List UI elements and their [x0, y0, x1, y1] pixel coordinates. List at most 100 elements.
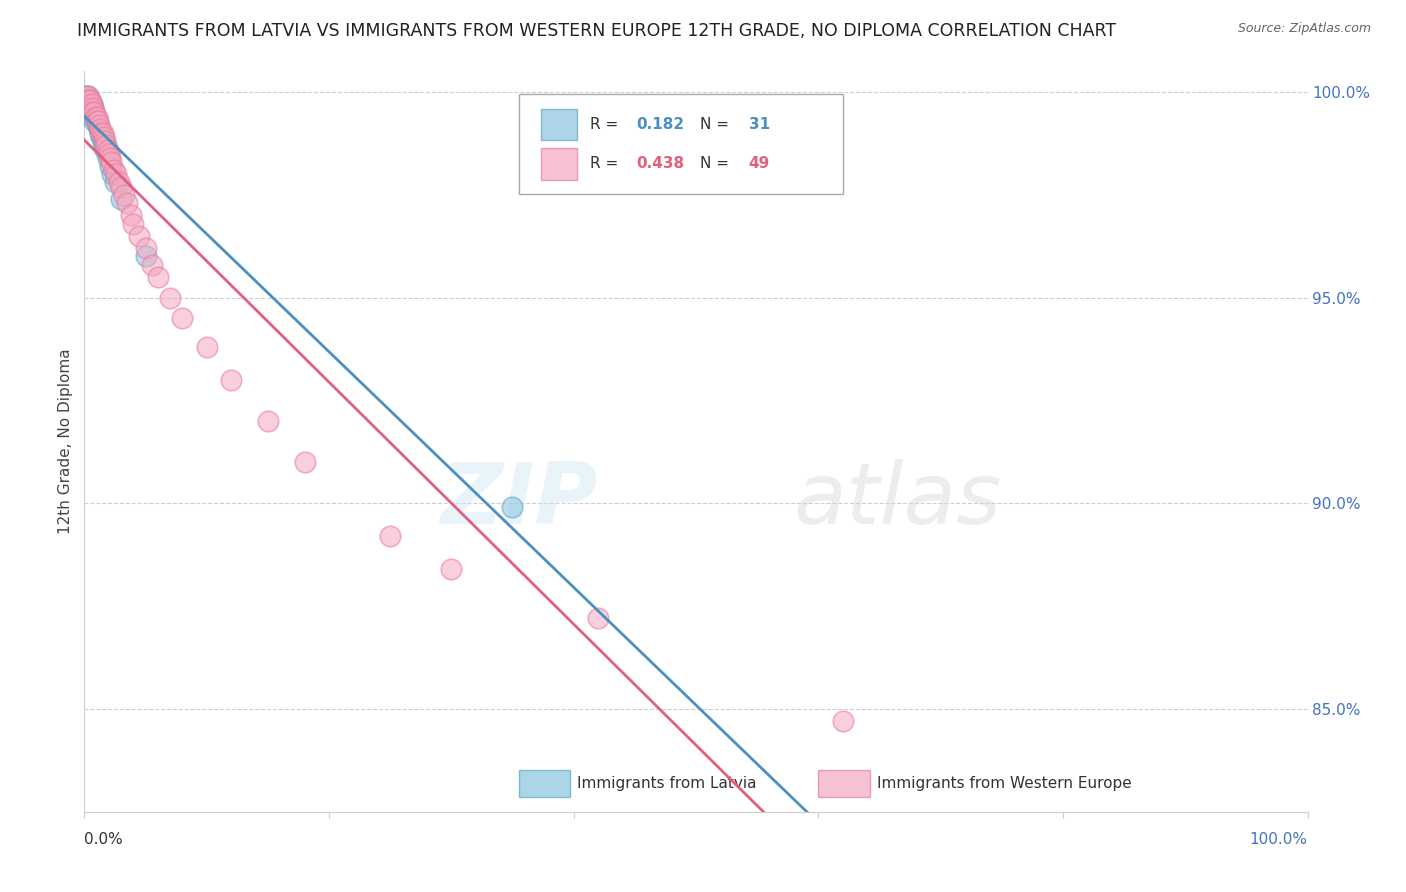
- FancyBboxPatch shape: [541, 148, 578, 179]
- Point: [135, 250, 157, 264]
- Point: [586, 611, 609, 625]
- Point: [94, 134, 117, 148]
- Point: [107, 176, 129, 190]
- FancyBboxPatch shape: [519, 94, 842, 194]
- Point: [83, 113, 105, 128]
- Point: [146, 270, 169, 285]
- Point: [141, 258, 163, 272]
- Point: [82, 110, 104, 124]
- Point: [91, 126, 114, 140]
- Point: [103, 163, 125, 178]
- Text: 0.438: 0.438: [636, 156, 685, 171]
- Point: [77, 93, 100, 107]
- Text: Immigrants from Latvia: Immigrants from Latvia: [578, 776, 756, 791]
- Point: [380, 529, 402, 543]
- Text: 0.0%: 0.0%: [84, 832, 124, 847]
- Point: [98, 151, 121, 165]
- Point: [82, 101, 104, 115]
- Point: [128, 228, 150, 243]
- Point: [76, 93, 98, 107]
- Point: [122, 217, 145, 231]
- Point: [77, 97, 100, 112]
- Point: [172, 311, 194, 326]
- Point: [77, 93, 100, 107]
- Point: [110, 179, 132, 194]
- Point: [93, 138, 115, 153]
- Point: [97, 151, 120, 165]
- Point: [87, 122, 110, 136]
- Point: [76, 93, 98, 107]
- Point: [440, 562, 463, 576]
- Text: R =: R =: [589, 156, 623, 171]
- Point: [93, 130, 115, 145]
- Y-axis label: 12th Grade, No Diploma: 12th Grade, No Diploma: [58, 349, 73, 534]
- Point: [101, 167, 124, 181]
- Point: [97, 146, 120, 161]
- Text: Immigrants from Western Europe: Immigrants from Western Europe: [877, 776, 1132, 791]
- Text: Source: ZipAtlas.com: Source: ZipAtlas.com: [1237, 22, 1371, 36]
- Point: [82, 105, 104, 120]
- Point: [76, 97, 98, 112]
- Text: 100.0%: 100.0%: [1250, 832, 1308, 847]
- Point: [112, 187, 135, 202]
- Point: [77, 89, 100, 103]
- Point: [502, 500, 524, 515]
- Text: 0.182: 0.182: [636, 118, 685, 132]
- Point: [294, 455, 316, 469]
- Point: [87, 113, 110, 128]
- Point: [76, 97, 98, 112]
- Text: ZIP: ZIP: [440, 459, 598, 542]
- Point: [87, 118, 110, 132]
- Point: [83, 105, 105, 120]
- Point: [75, 89, 97, 103]
- Point: [120, 208, 142, 222]
- Text: IMMIGRANTS FROM LATVIA VS IMMIGRANTS FROM WESTERN EUROPE 12TH GRADE, NO DIPLOMA : IMMIGRANTS FROM LATVIA VS IMMIGRANTS FRO…: [77, 22, 1116, 40]
- Point: [100, 154, 122, 169]
- Point: [195, 340, 218, 354]
- Point: [77, 101, 100, 115]
- Point: [90, 126, 112, 140]
- Point: [90, 130, 112, 145]
- Point: [98, 159, 121, 173]
- Point: [219, 373, 242, 387]
- Point: [84, 110, 107, 124]
- Point: [96, 138, 118, 153]
- Point: [79, 93, 101, 107]
- FancyBboxPatch shape: [818, 771, 870, 797]
- Text: 31: 31: [748, 118, 769, 132]
- Point: [86, 110, 108, 124]
- Point: [79, 93, 101, 107]
- Point: [97, 143, 120, 157]
- Point: [79, 101, 101, 115]
- Point: [831, 714, 853, 729]
- Point: [135, 241, 157, 255]
- Point: [75, 89, 97, 103]
- Point: [77, 89, 100, 103]
- Point: [84, 110, 107, 124]
- Point: [80, 105, 103, 120]
- Point: [82, 101, 104, 115]
- Point: [86, 113, 108, 128]
- FancyBboxPatch shape: [541, 109, 578, 140]
- Point: [110, 192, 132, 206]
- Text: R =: R =: [589, 118, 623, 132]
- Point: [79, 101, 101, 115]
- FancyBboxPatch shape: [519, 771, 569, 797]
- Point: [86, 113, 108, 128]
- Point: [89, 126, 111, 140]
- Point: [159, 291, 181, 305]
- Text: 49: 49: [748, 156, 770, 171]
- Point: [257, 414, 280, 428]
- Point: [87, 118, 110, 132]
- Point: [80, 97, 103, 112]
- Point: [77, 97, 100, 112]
- Point: [104, 176, 127, 190]
- Point: [89, 122, 111, 136]
- Point: [105, 167, 128, 181]
- Text: atlas: atlas: [794, 459, 1002, 542]
- Point: [115, 196, 138, 211]
- Point: [83, 105, 105, 120]
- Point: [80, 97, 103, 112]
- Point: [94, 143, 117, 157]
- Text: N =: N =: [700, 118, 734, 132]
